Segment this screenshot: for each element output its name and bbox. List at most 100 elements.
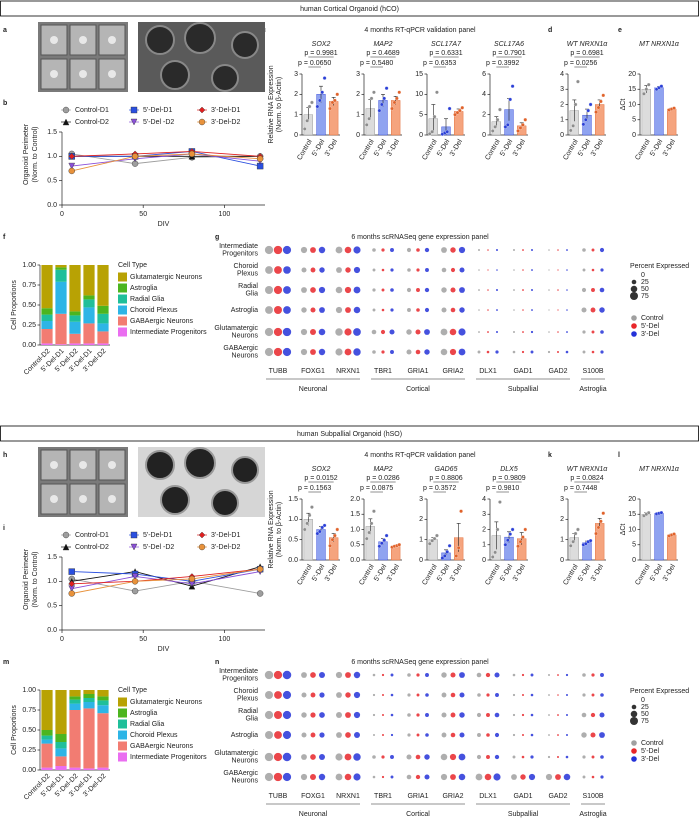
expression-dot bbox=[566, 249, 568, 251]
stacked-segment bbox=[69, 690, 81, 697]
expression-dot bbox=[599, 247, 605, 253]
gene-label: NRXN1 bbox=[336, 368, 360, 375]
data-point bbox=[490, 555, 495, 559]
stacked-segment bbox=[55, 267, 67, 270]
legend-label: 5'-Del-D1 bbox=[143, 532, 172, 539]
expression-dot bbox=[274, 711, 282, 719]
p-value: p = 0.9810 bbox=[486, 485, 519, 492]
row-label: Astroglia bbox=[231, 307, 258, 314]
data-point bbox=[447, 543, 452, 548]
legend-label: Control bbox=[641, 315, 664, 322]
stacked-segment bbox=[55, 344, 67, 345]
category-label: 3'-Del bbox=[324, 138, 339, 158]
gene-title: MT NRXN1α bbox=[639, 466, 680, 473]
marker bbox=[68, 167, 75, 175]
data-point bbox=[573, 531, 578, 536]
expression-dot bbox=[372, 775, 376, 779]
stacked-segment bbox=[97, 305, 109, 314]
category-label: Control bbox=[358, 563, 376, 586]
organoid bbox=[231, 31, 259, 59]
organoid bbox=[50, 70, 58, 78]
section-title: human Subpallial Organoid (hSO) bbox=[297, 431, 402, 438]
data-point bbox=[588, 102, 593, 107]
y-tick-label: 5 bbox=[419, 112, 423, 119]
marker bbox=[131, 587, 139, 595]
expression-dot bbox=[477, 248, 481, 252]
data-point bbox=[317, 98, 322, 103]
organoid bbox=[145, 450, 175, 480]
expression-dot bbox=[458, 348, 466, 356]
expression-dot bbox=[496, 309, 498, 311]
data-point bbox=[508, 532, 513, 536]
category-label: 3'-Del bbox=[512, 138, 527, 158]
y-tick-label: 5 bbox=[632, 542, 636, 549]
series-line bbox=[71, 568, 261, 594]
stacked-segment bbox=[69, 703, 81, 710]
expression-dot bbox=[415, 774, 421, 780]
expression-dot bbox=[547, 755, 551, 759]
well bbox=[69, 24, 97, 56]
legend-label: Control-D2 bbox=[75, 544, 109, 551]
expression-dot bbox=[318, 246, 326, 254]
expression-dot bbox=[487, 309, 489, 311]
expression-dot bbox=[600, 268, 604, 272]
expression-dot bbox=[345, 712, 351, 718]
series-line bbox=[71, 153, 261, 165]
expression-dot bbox=[425, 713, 429, 717]
expression-dot bbox=[319, 307, 325, 313]
marker bbox=[188, 150, 196, 158]
expression-dot bbox=[459, 267, 465, 273]
stacked-segment bbox=[55, 734, 67, 742]
category-label: 3'-Del bbox=[449, 563, 464, 583]
marker bbox=[198, 543, 206, 551]
gene-title: SCL17A6 bbox=[494, 41, 524, 48]
y-tick-label: 5 bbox=[632, 117, 636, 124]
gene-label: TBR1 bbox=[374, 793, 392, 800]
y-tick-label: 0.5 bbox=[47, 178, 57, 185]
legend-swatch bbox=[118, 294, 127, 304]
expression-dot bbox=[512, 693, 516, 697]
expression-dot bbox=[353, 711, 361, 719]
y-axis-label: Cell Proportions bbox=[11, 280, 18, 330]
x-tick-label: 0 bbox=[60, 211, 64, 218]
data-point bbox=[642, 91, 646, 96]
y-tick-label: 0.25 bbox=[22, 747, 36, 754]
expression-dot bbox=[301, 307, 307, 313]
legend-label: 50 bbox=[641, 286, 649, 293]
legend-label: 75 bbox=[641, 293, 649, 300]
expression-dot bbox=[582, 775, 586, 779]
marker bbox=[68, 580, 76, 588]
y-axis-label: Organoid Perimeter bbox=[23, 548, 30, 610]
data-point bbox=[367, 116, 371, 121]
expression-dot bbox=[591, 755, 595, 759]
expression-dot bbox=[407, 308, 411, 312]
stacked-segment bbox=[97, 696, 109, 701]
expression-dot bbox=[318, 773, 326, 781]
expression-dot bbox=[372, 693, 376, 697]
data-point bbox=[333, 98, 337, 103]
legend-label: Radial Glia bbox=[130, 296, 164, 303]
expression-dot bbox=[487, 269, 489, 271]
marker bbox=[68, 568, 75, 575]
p-value: p = 0.8806 bbox=[429, 475, 462, 482]
expression-dot bbox=[582, 248, 586, 252]
y-tick-label: 0.0 bbox=[47, 202, 57, 209]
data-point bbox=[333, 533, 337, 538]
expression-dot bbox=[372, 755, 376, 759]
expression-dot bbox=[484, 773, 492, 781]
marker bbox=[256, 155, 264, 162]
expression-dot bbox=[459, 287, 465, 293]
panel-letter: a bbox=[3, 27, 7, 34]
expression-dot bbox=[425, 693, 429, 697]
y-axis-label: ΔCt bbox=[620, 99, 627, 111]
expression-dot bbox=[522, 309, 524, 311]
p-value: p = 0.6981 bbox=[570, 50, 603, 57]
stacked-segment bbox=[97, 323, 109, 332]
expression-dot bbox=[521, 713, 525, 717]
expression-dot bbox=[381, 673, 385, 677]
data-point bbox=[508, 97, 513, 102]
expression-dot bbox=[581, 287, 587, 293]
expression-dot bbox=[565, 673, 569, 677]
series-line bbox=[71, 153, 261, 172]
stacked-segment bbox=[83, 323, 95, 344]
